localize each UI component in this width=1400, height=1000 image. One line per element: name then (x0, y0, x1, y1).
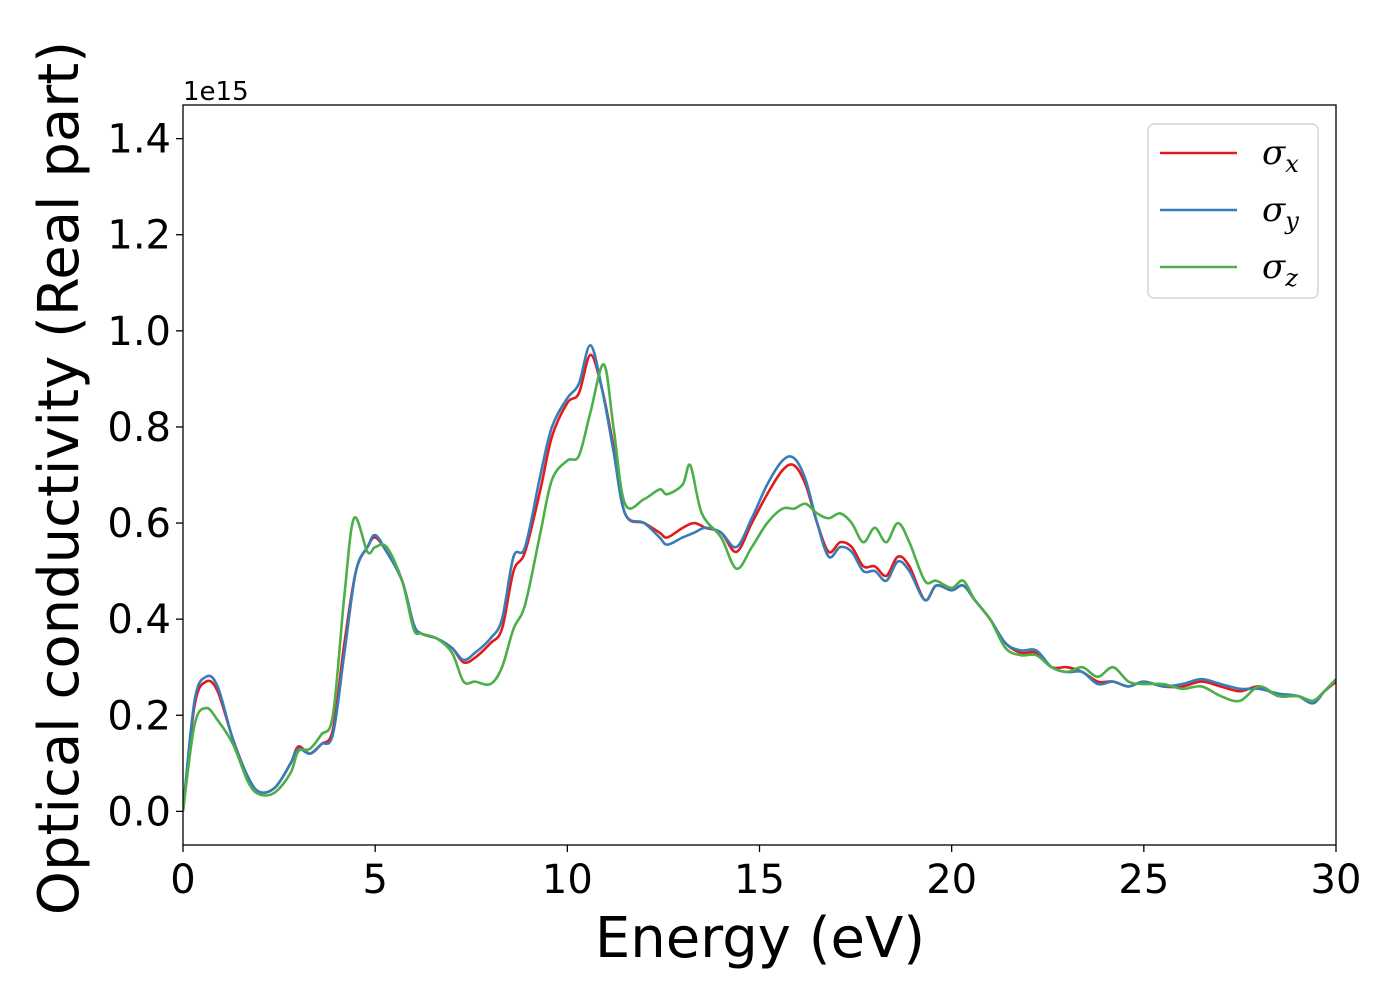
axis-ticks: 0 5 10 15 20 25 30 0.0 0.2 0.4 0.6 0.8 1.0 1.2 1.4 (107, 117, 1361, 903)
y-tick-label: 0.6 (107, 501, 171, 547)
plot-area (183, 343, 1336, 812)
y-tick-label: 0.8 (107, 405, 171, 451)
x-tick-label: 20 (926, 857, 977, 903)
x-tick-label: 30 (1311, 857, 1362, 903)
y-tick-label: 1.2 (107, 213, 171, 259)
y-offset-label: 1e15 (183, 77, 249, 107)
y-tick-label: 0.4 (107, 597, 171, 643)
series-line-sigma-x (183, 353, 1336, 812)
x-tick-label: 15 (734, 857, 785, 903)
legend: σx σy σz (1147, 123, 1319, 299)
series-line-sigma-y (183, 343, 1336, 812)
series-line-sigma-z (183, 363, 1336, 812)
x-tick-label: 25 (1118, 857, 1169, 903)
y-tick-label: 1.0 (107, 309, 171, 355)
y-tick-label: 0.0 (107, 789, 171, 835)
x-axis-title: Energy (eV) (595, 906, 925, 971)
y-tick-label: 1.4 (107, 117, 171, 163)
x-tick-label: 5 (362, 857, 387, 903)
legend-label-sigma-x: σx (1262, 133, 1299, 178)
legend-label-sigma-z: σz (1262, 247, 1298, 292)
x-tick-label: 10 (542, 857, 593, 903)
legend-label-sigma-y: σy (1262, 190, 1299, 235)
y-axis-title: Optical conductivity (Real part) (27, 41, 92, 915)
x-tick-label: 0 (170, 857, 195, 903)
y-tick-label: 0.2 (107, 693, 171, 739)
